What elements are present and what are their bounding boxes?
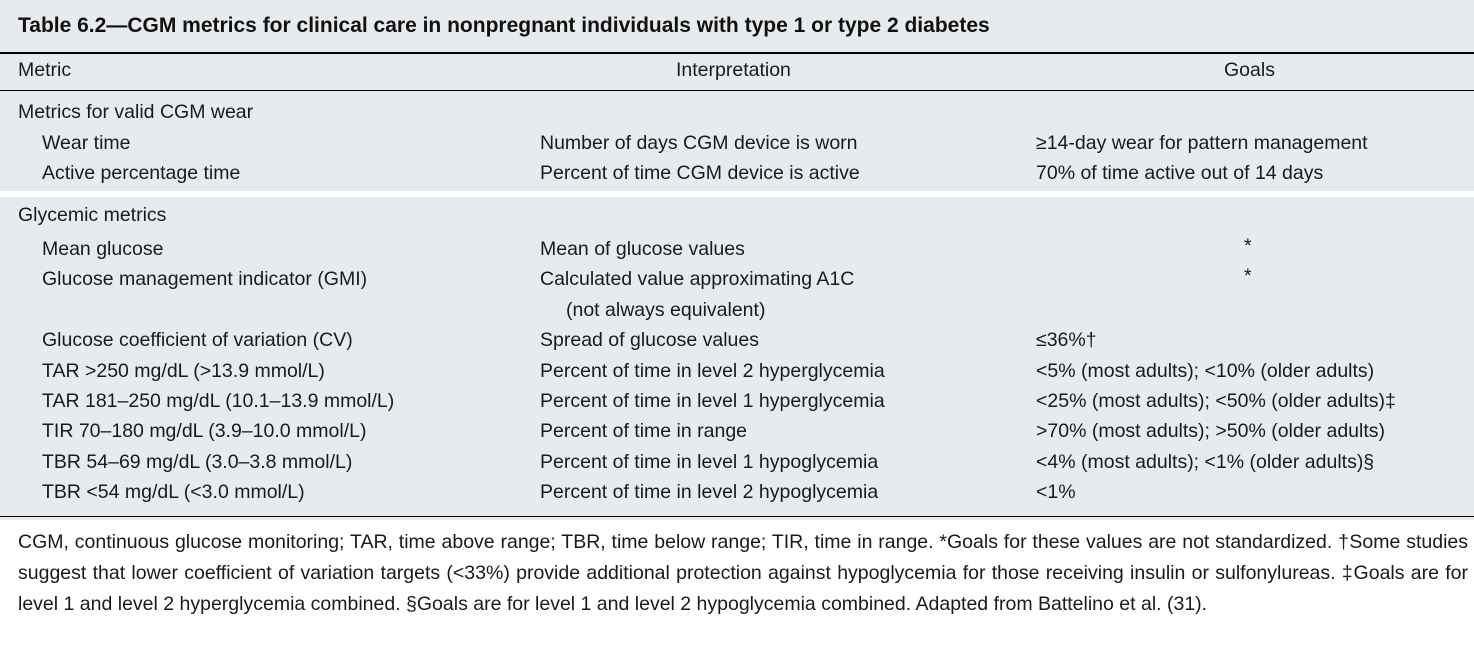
metric-cell: Wear time [42,132,131,154]
table-footnote: CGM, continuous glucose monitoring; TAR,… [18,531,1468,615]
metric-cell: TAR 181–250 mg/dL (10.1–13.9 mmol/L) [42,390,395,412]
goal-cell: * [1244,265,1252,287]
section-divider [0,191,1474,197]
metric-cell: TIR 70–180 mg/dL (3.9–10.0 mmol/L) [42,420,367,442]
interpretation-cell: Mean of glucose values [540,238,745,260]
interpretation-cell-continued: (not always equivalent) [566,299,766,321]
table-title: Table 6.2—CGM metrics for clinical care … [18,14,990,37]
header-interpretation: Interpretation [676,59,791,81]
top-rule [0,52,1474,54]
interpretation-cell: Percent of time in level 1 hypoglycemia [540,451,879,473]
header-goals: Goals [1224,59,1275,81]
goal-cell: ≥14-day wear for pattern management [1036,132,1368,154]
table-footnote-area: CGM, continuous glucose monitoring; TAR,… [0,520,1474,646]
section-label-valid-wear: Metrics for valid CGM wear [18,101,254,123]
metric-cell: Mean glucose [42,238,164,260]
metric-cell: Active percentage time [42,162,241,184]
interpretation-cell: Spread of glucose values [540,329,759,351]
goal-cell: <1% [1036,481,1076,503]
interpretation-cell: Percent of time in range [540,420,748,442]
goal-cell: 70% of time active out of 14 days [1036,162,1324,184]
bottom-rule [0,516,1474,517]
goal-cell: >70% (most adults); >50% (older adults) [1036,420,1386,442]
metric-cell: TAR >250 mg/dL (>13.9 mmol/L) [42,360,325,382]
interpretation-cell: Percent of time CGM device is active [540,162,860,184]
metric-cell: Glucose management indicator (GMI) [42,268,368,290]
interpretation-cell: Percent of time in level 2 hypoglycemia [540,481,879,503]
interpretation-cell: Percent of time in level 2 hyperglycemia [540,360,885,382]
goal-cell: ≤36%† [1036,329,1097,351]
metric-cell: TBR 54–69 mg/dL (3.0–3.8 mmol/L) [42,451,353,473]
interpretation-cell: Percent of time in level 1 hyperglycemia [540,390,885,412]
metric-cell: TBR <54 mg/dL (<3.0 mmol/L) [42,481,305,503]
goal-cell: * [1244,235,1252,257]
metric-cell: Glucose coefficient of variation (CV) [42,329,353,351]
header-metric: Metric [18,59,72,81]
goal-cell: <4% (most adults); <1% (older adults)§ [1036,451,1375,473]
section-label-glycemic: Glycemic metrics [18,204,167,226]
goal-cell: <25% (most adults); <50% (older adults)‡ [1036,390,1396,412]
interpretation-cell: Number of days CGM device is worn [540,132,858,154]
goal-cell: <5% (most adults); <10% (older adults) [1036,360,1375,382]
header-rule [0,90,1474,91]
interpretation-cell: Calculated value approximating A1C [540,268,855,290]
